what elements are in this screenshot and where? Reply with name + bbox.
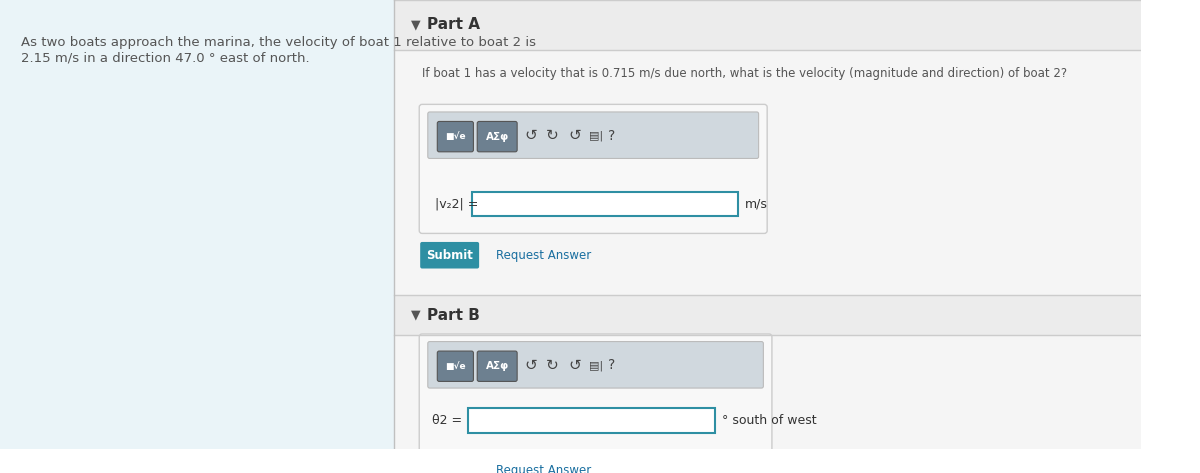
Text: ↻: ↻ bbox=[546, 128, 558, 143]
FancyBboxPatch shape bbox=[419, 334, 772, 452]
Text: ↺: ↺ bbox=[569, 358, 581, 373]
Text: ?: ? bbox=[608, 129, 616, 143]
Text: ↺: ↺ bbox=[569, 128, 581, 143]
FancyBboxPatch shape bbox=[478, 122, 517, 152]
FancyBboxPatch shape bbox=[427, 342, 763, 388]
FancyBboxPatch shape bbox=[437, 351, 474, 381]
FancyBboxPatch shape bbox=[472, 192, 738, 216]
Text: θ2 =: θ2 = bbox=[432, 414, 462, 427]
FancyBboxPatch shape bbox=[394, 295, 1141, 335]
FancyBboxPatch shape bbox=[427, 112, 758, 158]
Text: ° south of west: ° south of west bbox=[722, 414, 817, 427]
FancyBboxPatch shape bbox=[419, 105, 767, 233]
FancyBboxPatch shape bbox=[478, 351, 517, 381]
Text: ↺: ↺ bbox=[524, 358, 538, 373]
FancyBboxPatch shape bbox=[0, 0, 394, 449]
Text: m/s: m/s bbox=[745, 198, 768, 210]
Text: ▼: ▼ bbox=[410, 18, 420, 31]
Text: Request Answer: Request Answer bbox=[497, 249, 592, 262]
FancyBboxPatch shape bbox=[420, 242, 479, 269]
FancyBboxPatch shape bbox=[394, 0, 1141, 50]
Text: ■√e: ■√e bbox=[445, 132, 466, 141]
Text: AΣφ: AΣφ bbox=[486, 131, 509, 141]
Text: ?: ? bbox=[608, 358, 616, 372]
Text: Part B: Part B bbox=[427, 307, 480, 323]
Text: Submit: Submit bbox=[426, 249, 473, 262]
FancyBboxPatch shape bbox=[468, 408, 715, 433]
Text: If boat 1 has a velocity that is 0.715 m/s due north, what is the velocity (magn: If boat 1 has a velocity that is 0.715 m… bbox=[422, 67, 1067, 80]
Text: Part A: Part A bbox=[427, 17, 480, 32]
Text: AΣφ: AΣφ bbox=[486, 361, 509, 371]
Text: Submit: Submit bbox=[426, 464, 473, 473]
FancyBboxPatch shape bbox=[394, 0, 1141, 449]
FancyBboxPatch shape bbox=[420, 457, 479, 473]
Text: ▼: ▼ bbox=[410, 308, 420, 322]
Text: ■√e: ■√e bbox=[445, 362, 466, 371]
Text: |v₂2| =: |v₂2| = bbox=[436, 198, 479, 210]
Text: Request Answer: Request Answer bbox=[497, 464, 592, 473]
FancyBboxPatch shape bbox=[437, 122, 474, 152]
Text: ▤|: ▤| bbox=[589, 360, 604, 370]
Text: As two boats approach the marina, the velocity of boat 1 relative to boat 2 is
2: As two boats approach the marina, the ve… bbox=[20, 36, 536, 64]
Text: ▤|: ▤| bbox=[589, 131, 604, 141]
Text: ↻: ↻ bbox=[546, 358, 558, 373]
Text: ↺: ↺ bbox=[524, 128, 538, 143]
